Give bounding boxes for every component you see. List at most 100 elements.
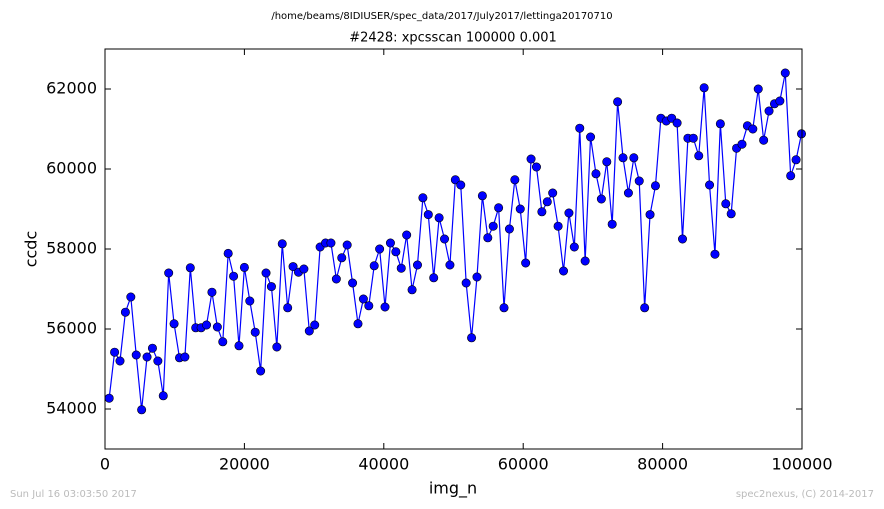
data-point (694, 151, 704, 161)
data-point (753, 84, 763, 94)
data-point (110, 347, 120, 357)
data-point (688, 133, 698, 143)
data-point (780, 68, 790, 78)
data-point (450, 175, 460, 185)
data-point (304, 326, 314, 336)
data-point (358, 294, 368, 304)
data-point (342, 240, 352, 250)
data-point (456, 180, 466, 190)
data-point (672, 118, 682, 128)
data-point (650, 181, 660, 191)
x-tick-label: 20000 (219, 455, 270, 474)
data-point (104, 393, 114, 403)
data-point (288, 262, 298, 272)
data-point (699, 83, 709, 93)
data-point (553, 221, 563, 231)
data-point (786, 171, 796, 181)
data-point (158, 391, 168, 401)
data-point (494, 203, 504, 213)
data-point (207, 287, 217, 297)
data-point (483, 233, 493, 243)
x-axis-label: img_n (429, 479, 477, 499)
data-point (678, 234, 688, 244)
data-point (299, 264, 309, 274)
data-point (629, 153, 639, 163)
data-point (402, 230, 412, 240)
data-point (218, 337, 228, 347)
data-point (234, 341, 244, 351)
suptitle: /home/beams/8IDIUSER/spec_data/2017/July… (271, 11, 612, 22)
y-tick-label: 54000 (46, 399, 97, 418)
data-point (531, 162, 541, 172)
data-point (440, 234, 450, 244)
data-point (510, 175, 520, 185)
data-point (423, 210, 433, 220)
data-point (623, 188, 633, 198)
data-point (131, 350, 141, 360)
plot-frame (104, 48, 803, 450)
data-point (407, 285, 417, 295)
data-point (477, 191, 487, 201)
data-point (180, 352, 190, 362)
data-point (559, 266, 569, 276)
data-point (710, 249, 720, 259)
data-point (164, 268, 174, 278)
data-point (396, 263, 406, 273)
data-point (310, 320, 320, 330)
data-point (326, 238, 336, 248)
data-point (418, 193, 428, 203)
data-point (353, 319, 363, 329)
footer-right: spec2nexus, (C) 2014-2017 (736, 489, 874, 500)
data-point (634, 176, 644, 186)
data-point (537, 207, 547, 217)
data-point (445, 260, 455, 270)
data-point (796, 129, 806, 139)
data-point (250, 327, 260, 337)
data-point (245, 296, 255, 306)
data-point (645, 210, 655, 220)
data-point (548, 188, 558, 198)
data-point (153, 356, 163, 366)
data-point (364, 301, 374, 311)
data-point (412, 260, 422, 270)
data-point (542, 197, 552, 207)
data-point (613, 97, 623, 107)
x-tick-label: 100000 (771, 455, 832, 474)
data-point (375, 244, 385, 254)
data-point (126, 292, 136, 302)
x-tick-label: 60000 (498, 455, 549, 474)
data-point (488, 221, 498, 231)
data-point (147, 343, 157, 353)
y-tick-label: 60000 (46, 159, 97, 178)
data-point (602, 157, 612, 167)
data-point (472, 272, 482, 282)
data-point (256, 366, 266, 376)
data-point (434, 213, 444, 223)
data-point (429, 273, 439, 283)
data-point (737, 139, 747, 149)
data-point (115, 356, 125, 366)
chart-title: #2428: xpcsscan 100000 0.001 (349, 31, 557, 46)
data-point (575, 123, 585, 133)
x-tick-label: 80000 (637, 455, 688, 474)
data-point (504, 224, 514, 234)
footer-left: Sun Jul 16 03:03:50 2017 (10, 489, 137, 500)
data-point (467, 333, 477, 343)
data-point (223, 248, 233, 258)
data-point (721, 199, 731, 209)
data-point (169, 319, 179, 329)
data-point (137, 405, 147, 415)
data-point (705, 180, 715, 190)
data-point (607, 219, 617, 229)
data-point (764, 106, 774, 116)
data-point (202, 320, 212, 330)
data-point (185, 263, 195, 273)
data-point (239, 262, 249, 272)
data-point (212, 322, 222, 332)
data-point (580, 256, 590, 266)
data-point (337, 253, 347, 263)
data-point (229, 271, 239, 281)
data-point (385, 238, 395, 248)
y-tick-label: 58000 (46, 239, 97, 258)
